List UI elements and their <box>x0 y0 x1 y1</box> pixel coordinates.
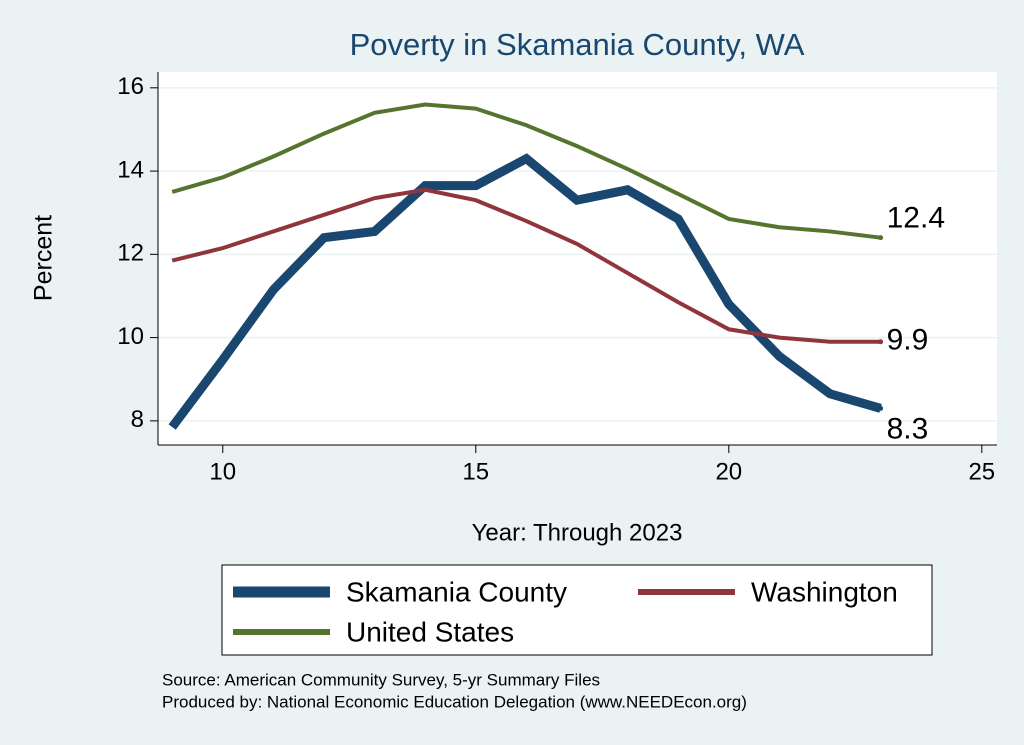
y-tick-label: 16 <box>117 73 144 100</box>
end-marker <box>878 235 884 241</box>
series-line <box>171 187 881 344</box>
plot-layer: 8 10 12 14 16 10 15 20 25 8.3 Skamania County 9.9 Wa… <box>117 72 997 647</box>
x-axis-label: Year: Through 2023 <box>472 519 683 546</box>
end-marker <box>878 339 884 345</box>
legend-label: Washington <box>751 576 898 607</box>
value-label: 9.9 <box>887 324 929 357</box>
series-line <box>168 153 882 430</box>
y-tick-label: 14 <box>117 156 144 183</box>
series-line <box>171 102 881 240</box>
note: Produced by: National Economic Education… <box>162 692 747 711</box>
chart-title: Poverty in Skamania County, WA <box>350 27 805 62</box>
legend <box>221 564 933 656</box>
value-label: 12.4 <box>887 202 945 235</box>
y-tick-label: 10 <box>117 323 144 350</box>
note: Source: American Community Survey, 5-yr … <box>162 670 600 689</box>
x-tick-label: 25 <box>968 458 995 485</box>
x-tick-label: 15 <box>462 458 489 485</box>
y-tick-label: 8 <box>131 406 144 433</box>
y-axis-label: Percent <box>30 215 58 301</box>
legend-label: Skamania County <box>346 576 567 607</box>
legend-label: United States <box>346 616 514 647</box>
value-label: 8.3 <box>887 412 929 445</box>
x-tick-label: 20 <box>715 458 742 485</box>
end-marker <box>878 405 884 411</box>
plot-area <box>158 72 997 445</box>
x-tick-label: 10 <box>209 458 236 485</box>
y-tick-label: 12 <box>117 240 144 267</box>
